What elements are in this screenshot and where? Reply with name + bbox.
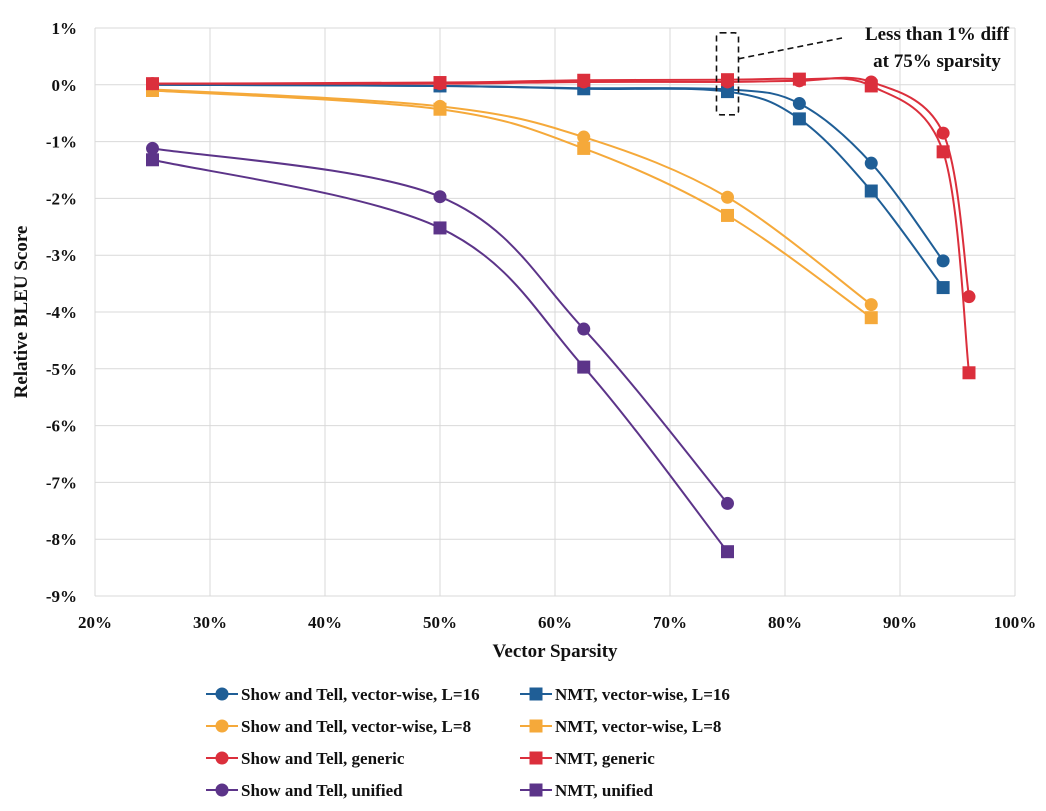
y-tick-labels: 1% 0% -1% -2% -3% -4% -5% -6% -7% -8% -9% <box>46 19 77 606</box>
data-point-show-and-tell-unified <box>577 322 591 336</box>
y-tick-label: 0% <box>52 76 78 95</box>
data-point-nmt-generic <box>433 76 447 90</box>
data-point-nmt-unified <box>721 545 734 559</box>
data-point-nmt-vector-wise-l-16 <box>792 112 806 126</box>
annotation: Less than 1% diff at 75% sparsity <box>715 24 1010 116</box>
legend-label: NMT, generic <box>555 749 655 768</box>
x-tick-label: 40% <box>308 613 342 632</box>
data-point-nmt-vector-wise-l-8 <box>721 208 734 222</box>
legend-marker <box>215 783 229 797</box>
series-line-show-and-tell-unified <box>152 147 729 505</box>
legend-marker <box>215 687 229 701</box>
data-point-show-and-tell-generic <box>936 126 950 140</box>
data-point-nmt-vector-wise-l-16 <box>721 85 734 99</box>
annotation-text: Less than 1% diff <box>865 24 1010 45</box>
data-point-nmt-generic <box>721 73 734 87</box>
legend-marker <box>529 687 543 701</box>
y-tick-label: 1% <box>52 19 78 38</box>
x-tick-label: 90% <box>883 613 917 632</box>
data-point-nmt-vector-wise-l-16 <box>936 281 950 295</box>
legend-label: NMT, vector-wise, L=16 <box>555 685 730 704</box>
data-point-nmt-vector-wise-l-8 <box>433 102 447 116</box>
data-point-show-and-tell-vector-wise-l-16 <box>864 156 878 170</box>
legend-label: Show and Tell, unified <box>241 781 403 800</box>
y-tick-label: -4% <box>46 303 77 322</box>
data-point-show-and-tell-vector-wise-l-8 <box>721 190 734 204</box>
x-tick-label: 50% <box>423 613 457 632</box>
legend-label: NMT, vector-wise, L=8 <box>555 717 721 736</box>
data-point-nmt-generic <box>864 79 878 93</box>
y-tick-label: -8% <box>46 530 77 549</box>
x-tick-label: 20% <box>78 613 112 632</box>
data-point-show-and-tell-generic <box>962 290 976 304</box>
legend-marker <box>529 751 543 765</box>
data-point-show-and-tell-vector-wise-l-16 <box>936 254 950 268</box>
data-point-nmt-generic <box>936 145 950 159</box>
data-point-nmt-unified <box>146 153 159 167</box>
legend-label: Show and Tell, vector-wise, L=16 <box>241 685 480 704</box>
data-point-nmt-unified <box>577 360 591 374</box>
data-point-nmt-vector-wise-l-8 <box>577 141 591 155</box>
legend-item-nmt-unified: NMT, unified <box>520 781 653 800</box>
legend-item-nmt-generic: NMT, generic <box>520 749 655 768</box>
x-axis-title: Vector Sparsity <box>492 641 618 662</box>
data-point-show-and-tell-unified <box>433 190 447 204</box>
legend-item-nmt-vector-wise-l-16: NMT, vector-wise, L=16 <box>520 685 730 704</box>
legend-item-show-and-tell-vector-wise-l-8: Show and Tell, vector-wise, L=8 <box>206 717 471 736</box>
legend-marker <box>529 783 543 797</box>
legend: Show and Tell, vector-wise, L=16 NMT, vec… <box>206 685 730 800</box>
legend-item-show-and-tell-unified: Show and Tell, unified <box>206 781 403 800</box>
annotation-leader-line <box>738 37 843 60</box>
x-tick-label: 80% <box>768 613 802 632</box>
x-tick-label: 100% <box>994 613 1037 632</box>
data-point-nmt-vector-wise-l-8 <box>864 311 878 325</box>
data-point-show-and-tell-unified <box>721 496 734 510</box>
legend-item-nmt-vector-wise-l-8: NMT, vector-wise, L=8 <box>520 717 721 736</box>
data-point-nmt-generic <box>577 73 591 87</box>
y-tick-label: -1% <box>46 133 77 152</box>
series-markers <box>146 72 976 559</box>
legend-item-show-and-tell-generic: Show and Tell, generic <box>206 749 405 768</box>
data-point-show-and-tell-vector-wise-l-16 <box>792 97 806 111</box>
data-point-show-and-tell-vector-wise-l-8 <box>864 298 878 312</box>
legend-item-show-and-tell-vector-wise-l-16: Show and Tell, vector-wise, L=16 <box>206 685 480 704</box>
data-point-nmt-unified <box>433 221 447 235</box>
legend-marker <box>529 719 543 733</box>
y-tick-label: -5% <box>46 360 77 379</box>
x-tick-label: 70% <box>653 613 687 632</box>
data-point-nmt-vector-wise-l-16 <box>864 184 878 198</box>
legend-label: Show and Tell, generic <box>241 749 405 768</box>
data-point-nmt-generic <box>962 366 976 380</box>
x-tick-label: 30% <box>193 613 227 632</box>
data-point-show-and-tell-unified <box>146 141 159 155</box>
data-point-nmt-generic <box>146 77 159 91</box>
data-point-nmt-generic <box>792 72 806 86</box>
legend-label: NMT, unified <box>555 781 653 800</box>
y-tick-label: -3% <box>46 246 77 265</box>
y-tick-label: -7% <box>46 473 77 492</box>
x-tick-labels: 20% 30% 40% 50% 60% 70% 80% 90% 100% <box>78 613 1036 632</box>
legend-label: Show and Tell, vector-wise, L=8 <box>241 717 471 736</box>
y-tick-label: -6% <box>46 417 77 436</box>
series-line-nmt-unified <box>152 158 729 553</box>
annotation-text: at 75% sparsity <box>873 51 1001 72</box>
y-axis-title: Relative BLEU Score <box>11 226 32 399</box>
y-tick-label: -9% <box>46 587 77 606</box>
legend-marker <box>215 751 229 765</box>
y-tick-label: -2% <box>46 189 77 208</box>
x-tick-label: 60% <box>538 613 572 632</box>
data-point-show-and-tell-vector-wise-l-8 <box>577 130 591 144</box>
legend-marker <box>215 719 229 733</box>
